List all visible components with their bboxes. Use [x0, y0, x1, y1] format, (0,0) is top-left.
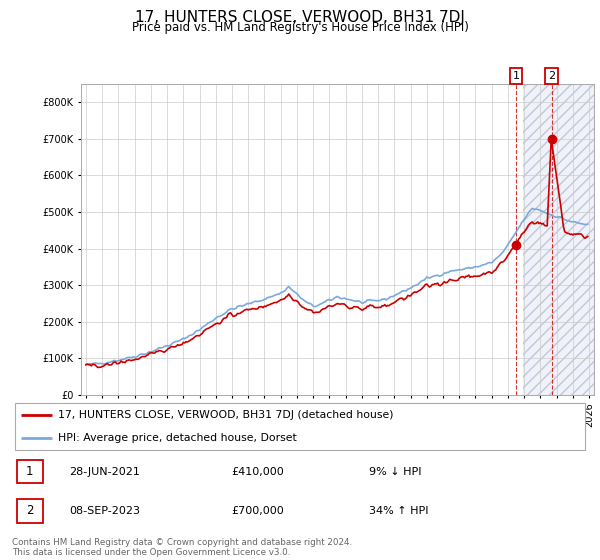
- Text: 28-JUN-2021: 28-JUN-2021: [70, 466, 140, 477]
- Bar: [523, 84, 594, 395]
- Bar: [523, 84, 594, 395]
- Text: Contains HM Land Registry data © Crown copyright and database right 2024.
This d: Contains HM Land Registry data © Crown c…: [12, 538, 352, 557]
- Text: 1: 1: [26, 465, 34, 478]
- Text: 17, HUNTERS CLOSE, VERWOOD, BH31 7DJ (detached house): 17, HUNTERS CLOSE, VERWOOD, BH31 7DJ (de…: [58, 410, 394, 420]
- Text: £700,000: £700,000: [231, 506, 284, 516]
- Text: 2: 2: [548, 71, 555, 81]
- Text: 34% ↑ HPI: 34% ↑ HPI: [369, 506, 428, 516]
- Text: 17, HUNTERS CLOSE, VERWOOD, BH31 7DJ: 17, HUNTERS CLOSE, VERWOOD, BH31 7DJ: [135, 10, 465, 25]
- Text: 9% ↓ HPI: 9% ↓ HPI: [369, 466, 422, 477]
- Text: 08-SEP-2023: 08-SEP-2023: [70, 506, 140, 516]
- Text: Price paid vs. HM Land Registry's House Price Index (HPI): Price paid vs. HM Land Registry's House …: [131, 21, 469, 34]
- Text: 2: 2: [26, 504, 34, 517]
- Text: 1: 1: [512, 71, 520, 81]
- Text: HPI: Average price, detached house, Dorset: HPI: Average price, detached house, Dors…: [58, 433, 297, 444]
- FancyBboxPatch shape: [15, 403, 585, 450]
- FancyBboxPatch shape: [17, 499, 43, 522]
- FancyBboxPatch shape: [17, 460, 43, 483]
- Text: £410,000: £410,000: [231, 466, 284, 477]
